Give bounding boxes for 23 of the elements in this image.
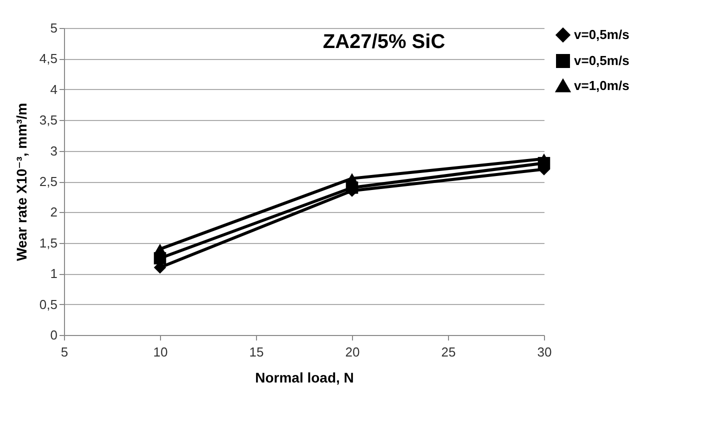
x-tick-label: 5 xyxy=(60,344,68,360)
legend-label: v=0,5m/s xyxy=(574,53,630,68)
y-tick-label: 3,5 xyxy=(39,112,58,128)
y-tick-label: 5 xyxy=(50,20,58,36)
legend-label: v=1,0m/s xyxy=(574,78,630,93)
chart-title: ZA27/5% SiC xyxy=(322,31,446,53)
x-tick-label: 15 xyxy=(249,344,264,360)
y-axis-title: Wear rate X10⁻³, mm³/m xyxy=(13,102,30,262)
y-tick-label: 2 xyxy=(50,204,58,220)
y-tick-label: 4,5 xyxy=(39,51,58,66)
x-axis-title: Normal load, N xyxy=(255,370,354,386)
x-tick-label: 10 xyxy=(153,344,168,360)
y-tick-label: 1,5 xyxy=(39,235,58,250)
y-tick-label: 1 xyxy=(50,266,58,282)
x-tick-label: 25 xyxy=(441,344,456,360)
y-tick-label: 4 xyxy=(50,82,58,97)
y-tick-label: 2,5 xyxy=(39,174,58,189)
x-tick-label: 30 xyxy=(537,344,552,360)
x-tick-label: 20 xyxy=(345,344,360,360)
y-tick-label: 0,5 xyxy=(39,296,58,312)
y-tick-label: 3 xyxy=(50,143,58,158)
y-tick-label: 0 xyxy=(50,328,58,342)
legend-label: v=0,5m/s xyxy=(574,27,630,42)
